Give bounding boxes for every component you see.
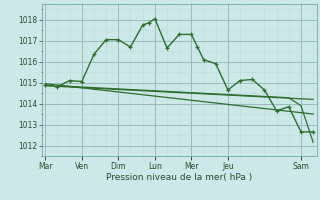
X-axis label: Pression niveau de la mer( hPa ): Pression niveau de la mer( hPa )	[106, 173, 252, 182]
